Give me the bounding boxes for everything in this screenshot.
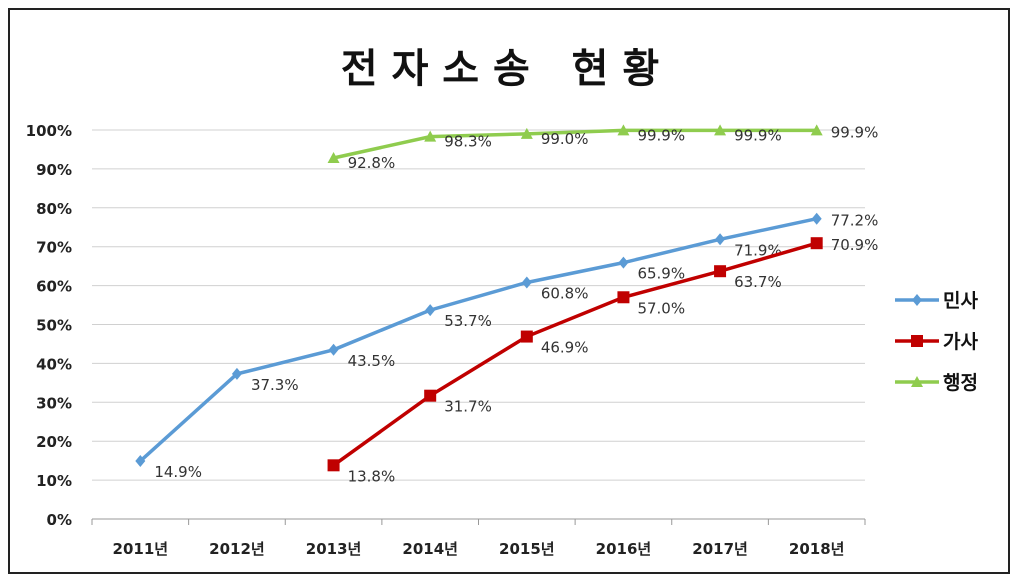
data-label: 98.3% — [444, 133, 492, 151]
data-point — [810, 124, 823, 136]
data-point — [425, 304, 436, 317]
x-tick-label: 2011년 — [113, 540, 169, 558]
series-line-1 — [332, 241, 818, 467]
y-tick-label: 90% — [36, 161, 72, 179]
data-point — [714, 124, 727, 136]
data-label: 99.9% — [637, 126, 685, 144]
x-tick-label: 2014년 — [402, 540, 458, 558]
data-label: 65.9% — [637, 265, 685, 283]
legend-marker — [911, 335, 923, 347]
legend-marker — [911, 376, 923, 387]
legend-label: 행정 — [943, 372, 978, 394]
data-label: 77.2% — [831, 212, 879, 230]
data-label: 31.7% — [444, 398, 492, 416]
data-label: 60.8% — [541, 284, 589, 302]
y-tick-label: 100% — [26, 122, 72, 140]
data-point — [617, 124, 630, 136]
legend-label: 가사 — [943, 331, 978, 353]
data-label: 99.9% — [734, 126, 782, 144]
y-tick-label: 60% — [36, 278, 72, 296]
data-point — [714, 265, 727, 278]
x-tick-label: 2017년 — [692, 540, 748, 558]
y-tick-label: 80% — [36, 200, 72, 218]
x-tick-label: 2018년 — [789, 540, 845, 558]
y-tick-label: 0% — [47, 511, 72, 529]
data-point — [617, 291, 630, 304]
x-tick-label: 2013년 — [306, 540, 362, 558]
data-point — [810, 237, 823, 250]
chart-frame — [8, 8, 1010, 574]
data-label: 14.9% — [154, 463, 202, 481]
data-label: 99.0% — [541, 130, 589, 148]
series-line-0 — [139, 216, 818, 463]
y-tick-label: 40% — [36, 355, 72, 373]
data-label: 43.5% — [348, 352, 396, 370]
data-label: 63.7% — [734, 273, 782, 291]
y-tick-label: 10% — [36, 472, 72, 490]
data-label: 53.7% — [444, 312, 492, 330]
legend-label: 민사 — [943, 290, 978, 312]
data-point — [811, 212, 822, 225]
data-label: 70.9% — [831, 236, 879, 254]
y-tick-label: 20% — [36, 433, 72, 451]
data-label: 99.9% — [831, 123, 879, 141]
chart-title: 전 자 소 송 현 황 — [341, 46, 659, 92]
data-label: 92.8% — [348, 154, 396, 172]
legend-marker — [912, 294, 922, 306]
series-line-2 — [333, 128, 817, 160]
data-point — [327, 152, 340, 164]
data-point — [520, 330, 533, 343]
data-point — [327, 459, 340, 472]
data-point — [424, 130, 437, 142]
data-point — [618, 256, 629, 269]
data-point — [424, 389, 437, 402]
data-point — [521, 276, 532, 289]
data-label: 46.9% — [541, 339, 589, 357]
y-tick-label: 70% — [36, 239, 72, 257]
data-label: 57.0% — [637, 299, 685, 317]
data-point — [135, 455, 146, 468]
x-tick-label: 2012년 — [209, 540, 265, 558]
data-label: 13.8% — [348, 467, 396, 485]
x-tick-label: 2015년 — [499, 540, 555, 558]
x-tick-label: 2016년 — [596, 540, 652, 558]
data-label: 37.3% — [251, 376, 299, 394]
data-point — [231, 367, 242, 380]
data-point — [715, 233, 726, 246]
y-tick-label: 50% — [36, 317, 72, 335]
data-label: 71.9% — [734, 241, 782, 259]
data-point — [328, 343, 339, 356]
y-tick-label: 30% — [36, 394, 72, 412]
data-point — [520, 127, 533, 139]
